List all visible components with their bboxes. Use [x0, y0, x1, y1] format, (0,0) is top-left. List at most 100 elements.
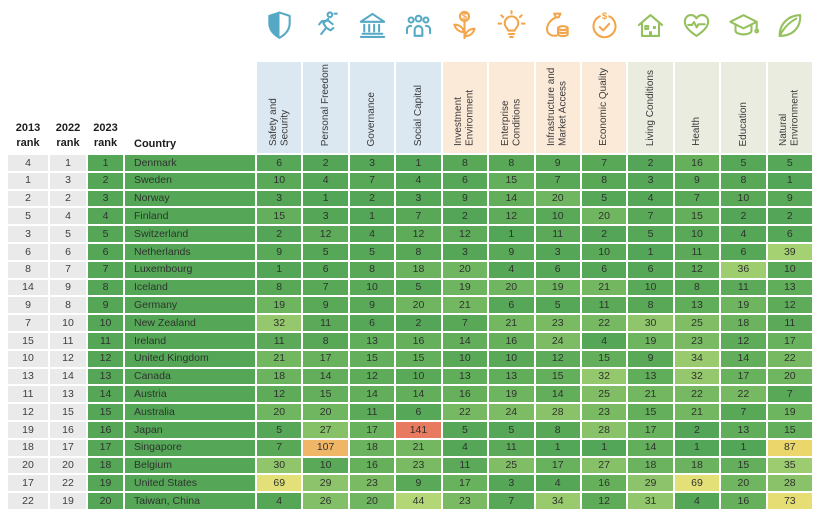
rank-2022-cell: 12 — [50, 350, 86, 367]
pillar-header-label: Education — [737, 101, 749, 146]
country-cell: Germany — [125, 297, 255, 314]
country-cell: United States — [125, 475, 255, 492]
pillar-rank-cell-enterprise-conditions: 6 — [489, 297, 534, 314]
runner-icon — [303, 8, 347, 60]
pillar-rank-cell-health: 22 — [674, 386, 720, 403]
pillar-rank-cell-safety-and-security: 3 — [257, 190, 302, 207]
pillar-rank-cell-health: 69 — [674, 475, 720, 492]
pillar-rank-cell-social-capital: 4 — [396, 172, 441, 189]
country-cell: Taiwan, China — [125, 493, 255, 509]
pillar-rank-cell-education: 19 — [721, 297, 766, 314]
rank-2013-cell: 11 — [8, 386, 48, 403]
pillar-rank-cell-social-capital: 2 — [396, 315, 441, 331]
pillar-rank-cell-safety-and-security: 19 — [257, 297, 302, 314]
pillar-rank-cell-governance: 20 — [349, 493, 395, 509]
rank-2023-cell: 13 — [88, 368, 123, 385]
pillar-rank-cell-governance: 1 — [349, 208, 395, 225]
rank-2022-cell: 13 — [50, 386, 86, 403]
pillar-rank-cell-investment-environment: 17 — [442, 475, 488, 492]
pillar-header-economic-quality: Economic Quality — [581, 62, 627, 153]
pillar-rank-cell-health: 21 — [674, 404, 720, 420]
header-spacer — [8, 8, 48, 60]
svg-text:$: $ — [462, 11, 467, 21]
pillar-rank-cell-infrastructure-and-market-access: 14 — [535, 386, 580, 403]
pillar-rank-cell-investment-environment: 4 — [442, 439, 488, 456]
pillar-rank-cell-health: 13 — [674, 297, 720, 314]
pillar-rank-cell-enterprise-conditions: 5 — [489, 421, 534, 438]
country-cell: Belgium — [125, 457, 255, 474]
pillar-rank-cell-investment-environment: 16 — [442, 386, 488, 403]
rank-2023-cell: 9 — [88, 297, 123, 314]
pillar-rank-cell-enterprise-conditions: 4 — [489, 261, 534, 278]
pillar-rank-cell-governance: 5 — [349, 243, 395, 260]
pillar-rank-cell-economic-quality: 27 — [581, 457, 627, 474]
pillar-rank-cell-natural-environment: 22 — [767, 350, 812, 367]
country-cell: Austria — [125, 386, 255, 403]
pillar-header-personal-freedom: Personal Freedom — [303, 62, 348, 153]
rank-2022-cell: 19 — [50, 493, 86, 509]
pillar-rank-cell-natural-environment: 10 — [767, 261, 812, 278]
pillar-rank-cell-enterprise-conditions: 21 — [489, 315, 534, 331]
pillar-rank-cell-social-capital: 44 — [396, 493, 441, 509]
pillar-rank-cell-enterprise-conditions: 14 — [489, 190, 534, 207]
pillar-rank-cell-safety-and-security: 18 — [257, 368, 302, 385]
pillar-rank-cell-living-conditions: 31 — [628, 493, 673, 509]
pillar-rank-cell-infrastructure-and-market-access: 28 — [535, 404, 580, 420]
pillar-rank-cell-natural-environment: 9 — [767, 190, 812, 207]
pillar-rank-cell-enterprise-conditions: 15 — [489, 172, 534, 189]
pillar-rank-cell-economic-quality: 15 — [581, 350, 627, 367]
rank-2023-cell: 20 — [88, 493, 123, 509]
prosperity-table: $ $2013 rank 2022 rank 2023 rank Country Safe… — [8, 8, 812, 509]
pillar-header-label: Infrastructure and Market Access — [546, 67, 569, 146]
pillar-rank-cell-enterprise-conditions: 24 — [489, 404, 534, 420]
pillar-rank-cell-natural-environment: 20 — [767, 368, 812, 385]
pillar-rank-cell-natural-environment: 13 — [767, 279, 812, 296]
rank-2013-cell: 13 — [8, 368, 48, 385]
pillar-rank-cell-health: 1 — [674, 439, 720, 456]
pillar-header-investment-environment: Investment Environment — [442, 62, 488, 153]
pillar-rank-cell-personal-freedom: 9 — [303, 297, 348, 314]
pillar-rank-cell-infrastructure-and-market-access: 3 — [535, 243, 580, 260]
pillar-rank-cell-social-capital: 16 — [396, 332, 441, 349]
rank-2022-cell: 22 — [50, 475, 86, 492]
rank-header-2023-rank: 2023 rank — [93, 122, 118, 149]
house-icon — [628, 8, 672, 60]
pillar-rank-cell-personal-freedom: 14 — [303, 368, 348, 385]
pillar-rank-cell-education: 11 — [721, 279, 766, 296]
pillar-rank-cell-social-capital: 8 — [396, 243, 441, 260]
pillar-rank-cell-living-conditions: 8 — [628, 297, 673, 314]
pillar-rank-cell-social-capital: 12 — [396, 226, 441, 242]
header-spacer — [50, 8, 86, 60]
pillar-rank-cell-natural-environment: 1 — [767, 172, 812, 189]
pillar-rank-cell-safety-and-security: 69 — [257, 475, 302, 492]
country-cell: Switzerland — [125, 226, 255, 242]
rank-2023-cell: 10 — [88, 315, 123, 331]
rank-2023-cell: 1 — [88, 155, 123, 171]
pillar-rank-cell-personal-freedom: 15 — [303, 386, 348, 403]
pillar-rank-cell-education: 1 — [721, 439, 766, 456]
pillar-rank-cell-personal-freedom: 3 — [303, 208, 348, 225]
country-cell: Canada — [125, 368, 255, 385]
pillar-rank-cell-personal-freedom: 7 — [303, 279, 348, 296]
pillar-rank-cell-education: 22 — [721, 386, 766, 403]
pillar-rank-cell-health: 15 — [674, 208, 720, 225]
rank-2013-cell: 6 — [8, 243, 48, 260]
pillar-rank-cell-education: 36 — [721, 261, 766, 278]
pillar-rank-cell-enterprise-conditions: 1 — [489, 226, 534, 242]
pillar-rank-cell-infrastructure-and-market-access: 34 — [535, 493, 580, 509]
pillar-rank-cell-economic-quality: 10 — [581, 243, 627, 260]
pillar-rank-cell-education: 18 — [721, 315, 766, 331]
pillar-rank-cell-health: 18 — [674, 457, 720, 474]
pillar-rank-cell-economic-quality: 20 — [581, 208, 627, 225]
lightbulb-icon — [489, 8, 533, 60]
pillar-rank-cell-economic-quality: 25 — [581, 386, 627, 403]
pillar-rank-cell-investment-environment: 14 — [442, 332, 488, 349]
pillar-rank-cell-health: 34 — [674, 350, 720, 367]
pillar-rank-cell-living-conditions: 5 — [628, 226, 673, 242]
pillar-rank-cell-personal-freedom: 17 — [303, 350, 348, 367]
pillar-rank-cell-infrastructure-and-market-access: 17 — [535, 457, 580, 474]
pillar-rank-cell-living-conditions: 13 — [628, 368, 673, 385]
pillar-rank-cell-personal-freedom: 5 — [303, 243, 348, 260]
pillar-rank-cell-health: 8 — [674, 279, 720, 296]
